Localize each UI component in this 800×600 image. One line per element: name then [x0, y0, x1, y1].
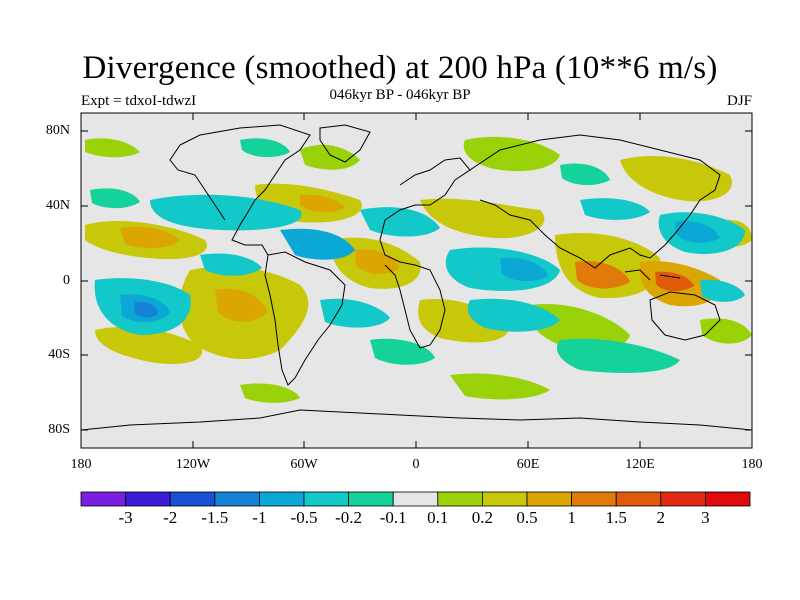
- lat-label-80s: 80S: [48, 422, 70, 437]
- lon-ticks: [80, 113, 753, 448]
- colorbar-swatch: [660, 491, 706, 507]
- season-label: DJF: [726, 93, 752, 109]
- lon-label-60w: 60W: [290, 457, 318, 472]
- lon-label-180e: 180: [741, 457, 763, 472]
- experiment-label: Expt = tdxoI-tdwzI: [81, 93, 197, 109]
- colorbar-swatch: [348, 491, 394, 507]
- lon-label-0: 0: [412, 457, 420, 472]
- lon-label-120e: 120E: [625, 457, 655, 472]
- divergence-field: [85, 136, 752, 403]
- colorbar-swatch: [481, 491, 528, 507]
- colorbar-swatch: [214, 491, 260, 507]
- colorbar-label: 1: [567, 508, 576, 527]
- lon-label-180w: 180: [70, 457, 92, 472]
- colorbar-swatch: [169, 491, 216, 507]
- colorbar-label: 3: [701, 508, 710, 527]
- colorbar-label: -0.2: [335, 508, 363, 527]
- colorbar-swatch: [437, 491, 483, 507]
- colorbar-label: 0.5: [516, 508, 538, 527]
- coastlines: [81, 124, 752, 431]
- colorbar-label: -1: [252, 508, 267, 527]
- colorbar-swatch: [303, 491, 349, 507]
- colorbar-swatch: [258, 491, 305, 507]
- colorbar-label: 0.2: [471, 508, 494, 527]
- colorbar-swatch: [125, 491, 171, 507]
- colorbar-label: -0.5: [290, 508, 318, 527]
- map-panel: [81, 113, 752, 448]
- lat-label-0: 0: [63, 273, 70, 288]
- colorbar-label: 2: [656, 508, 666, 527]
- colorbar-swatch: [80, 491, 126, 507]
- colorbar-swatch: [571, 491, 617, 507]
- chart-subtitle: 046kyr BP - 046kyr BP: [329, 87, 471, 103]
- colorbar-label: -1.5: [201, 508, 229, 527]
- colorbar-label: -3: [118, 508, 133, 527]
- colorbar-label: -0.1: [379, 508, 407, 527]
- colorbar-swatch: [526, 491, 572, 507]
- lon-label-60e: 60E: [516, 457, 540, 472]
- colorbar-label: 1.5: [605, 508, 627, 527]
- lat-label-40n: 40N: [45, 198, 70, 213]
- colorbar-label: -2: [163, 508, 178, 527]
- lat-label-80n: 80N: [45, 123, 70, 138]
- colorbar-swatch: [615, 491, 662, 507]
- colorbar: [80, 491, 751, 507]
- colorbar-swatch: [392, 491, 439, 507]
- lon-label-120w: 120W: [175, 457, 211, 472]
- chart-title: Divergence (smoothed) at 200 hPa (10**6 …: [82, 50, 718, 86]
- colorbar-swatch: [705, 491, 751, 507]
- colorbar-label: 0.1: [427, 508, 449, 527]
- lat-ticks: [81, 130, 752, 431]
- lat-label-40s: 40S: [48, 347, 70, 362]
